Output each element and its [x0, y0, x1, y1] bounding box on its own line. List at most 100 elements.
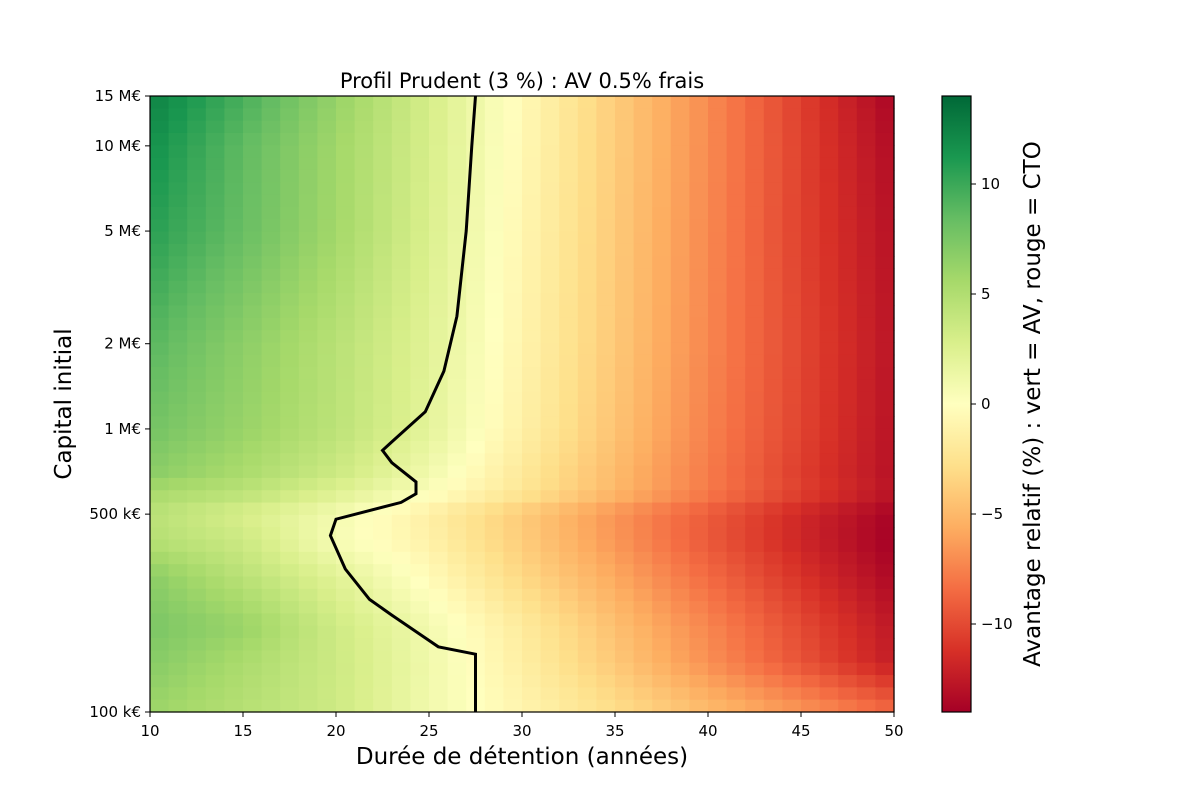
heatmap-cell	[168, 551, 188, 565]
heatmap-cell	[838, 675, 858, 688]
heatmap-cell	[763, 317, 783, 331]
heatmap-cell	[336, 453, 356, 467]
heatmap-cell	[670, 330, 690, 343]
heatmap-cell	[763, 379, 783, 393]
heatmap-cell	[187, 342, 207, 356]
heatmap-cell	[763, 502, 783, 516]
heatmap-cell	[336, 539, 356, 553]
heatmap-cell	[317, 280, 337, 294]
heatmap-cell	[410, 391, 430, 405]
heatmap-cell	[838, 268, 858, 282]
heatmap-cell	[652, 650, 672, 664]
heatmap-cell	[280, 243, 300, 257]
heatmap-cell	[708, 650, 728, 664]
heatmap-cell	[596, 465, 616, 479]
heatmap-cell	[708, 379, 728, 393]
y-tick-label: 100 k€	[89, 703, 141, 721]
heatmap-cell	[615, 539, 635, 553]
heatmap-cell	[150, 477, 170, 491]
heatmap-cell	[410, 256, 430, 270]
heatmap-cell	[633, 662, 653, 676]
heatmap-cell	[801, 280, 821, 294]
heatmap-cell	[838, 416, 858, 430]
heatmap-cell	[261, 219, 281, 233]
heatmap-cell	[522, 108, 542, 122]
heatmap-cell	[280, 588, 300, 602]
heatmap-cell	[150, 675, 170, 688]
heatmap-cell	[373, 625, 393, 639]
heatmap-cell	[559, 551, 579, 565]
heatmap-cell	[280, 96, 300, 109]
heatmap-cell	[856, 354, 876, 368]
heatmap-cell	[522, 428, 542, 442]
heatmap-cell	[596, 256, 616, 270]
heatmap-cell	[522, 219, 542, 233]
heatmap-cell	[782, 132, 802, 146]
heatmap-cell	[298, 687, 318, 701]
heatmap-cell	[652, 305, 672, 319]
heatmap-cell	[782, 588, 802, 602]
colorbar	[941, 95, 972, 713]
heatmap-cell	[670, 514, 690, 528]
heatmap-cell	[391, 551, 411, 565]
heatmap-cell	[726, 539, 746, 553]
colorbar-tick-label: −5	[981, 505, 1003, 523]
heatmap-cell	[205, 527, 225, 541]
heatmap-cell	[577, 514, 597, 528]
heatmap-cell	[447, 367, 467, 380]
heatmap-cell	[150, 687, 170, 701]
heatmap-cell	[540, 330, 560, 343]
heatmap-cell	[484, 539, 504, 553]
heatmap-cell	[410, 588, 430, 602]
heatmap-cell	[317, 108, 337, 122]
heatmap-cell	[298, 477, 318, 491]
heatmap-cell	[205, 108, 225, 122]
heatmap-cell	[280, 490, 300, 504]
heatmap-cell	[298, 354, 318, 368]
heatmap-cell	[317, 490, 337, 504]
heatmap-cell	[819, 687, 839, 701]
heatmap-cell	[615, 280, 635, 294]
heatmap-cell	[298, 539, 318, 553]
heatmap-cell	[466, 219, 486, 233]
heatmap-cell	[856, 219, 876, 233]
heatmap-cell	[782, 440, 802, 454]
heatmap-cell	[280, 157, 300, 171]
heatmap-cell	[261, 490, 281, 504]
heatmap-cell	[261, 527, 281, 541]
heatmap-cell	[317, 404, 337, 417]
heatmap-cell	[466, 404, 486, 417]
heatmap-cell	[224, 391, 244, 405]
heatmap-cell	[410, 354, 430, 368]
heatmap-cell	[726, 527, 746, 541]
heatmap-cell	[633, 687, 653, 701]
heatmap-cell	[596, 330, 616, 343]
heatmap-cell	[856, 675, 876, 688]
heatmap-cell	[745, 662, 765, 676]
heatmap-cell	[708, 440, 728, 454]
heatmap-cell	[708, 527, 728, 541]
heatmap-cell	[224, 502, 244, 516]
heatmap-cell	[150, 219, 170, 233]
heatmap-cell	[447, 120, 467, 134]
heatmap-cell	[503, 206, 523, 220]
heatmap-cell	[373, 477, 393, 491]
heatmap-cell	[801, 354, 821, 368]
heatmap-cell	[819, 638, 839, 651]
heatmap-cell	[522, 453, 542, 467]
heatmap-cell	[447, 268, 467, 282]
heatmap-cell	[708, 588, 728, 602]
heatmap-cell	[559, 379, 579, 393]
heatmap-cell	[540, 280, 560, 294]
heatmap-cell	[187, 490, 207, 504]
heatmap-cell	[429, 157, 449, 171]
heatmap-cell	[503, 440, 523, 454]
heatmap-cell	[298, 404, 318, 417]
heatmap-cell	[150, 465, 170, 479]
heatmap-cell	[150, 367, 170, 380]
heatmap-cell	[801, 699, 821, 713]
heatmap-cell	[577, 440, 597, 454]
heatmap-cell	[243, 391, 263, 405]
heatmap-cell	[689, 625, 709, 639]
heatmap-cell	[856, 416, 876, 430]
